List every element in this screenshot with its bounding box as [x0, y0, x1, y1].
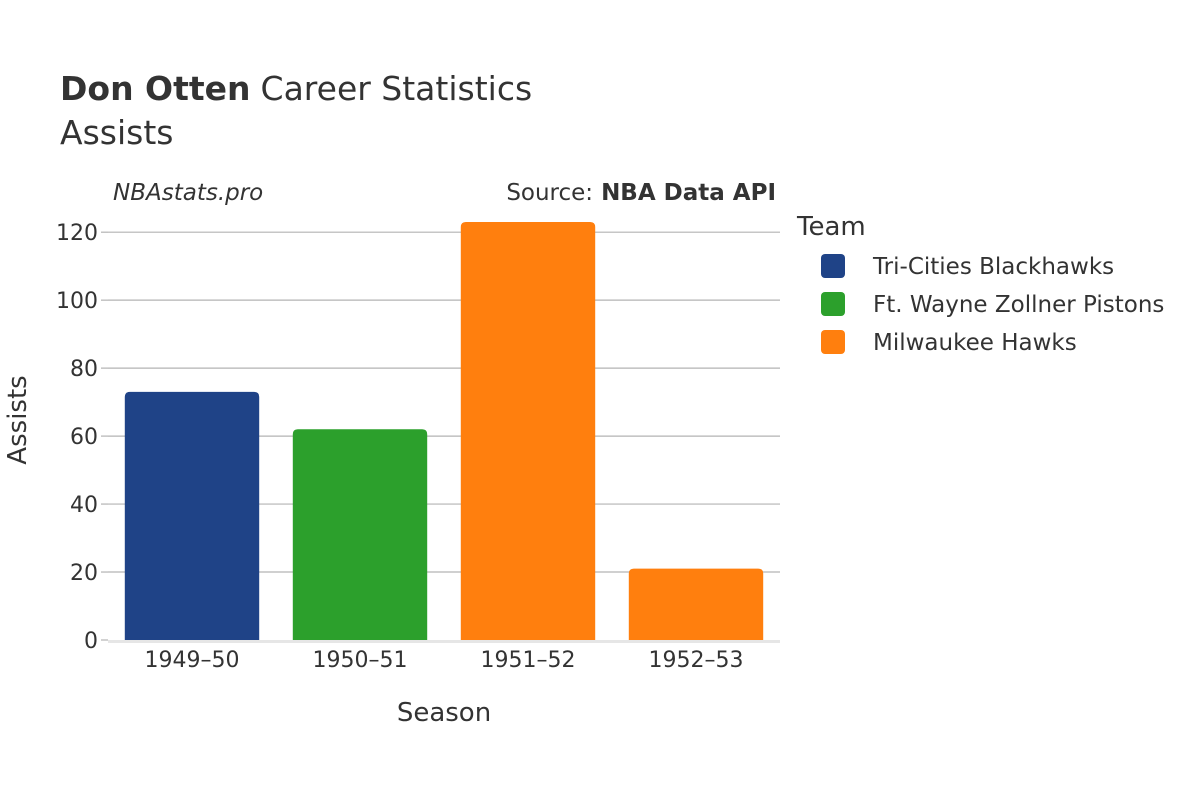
bar-1949–50[interactable]: [124, 391, 260, 640]
chart-subtitle: Assists: [60, 113, 173, 152]
y-axis-ticks: 0 20 40 60 80 100 120: [56, 221, 108, 654]
x-tick-label: 1952–53: [649, 648, 744, 673]
y-tick-label: 80: [70, 357, 98, 382]
y-axis-label: Assists: [3, 375, 33, 464]
legend-swatch[interactable]: [821, 292, 845, 316]
bar-1951–52[interactable]: [460, 221, 596, 640]
legend-label[interactable]: Tri-Cities Blackhawks: [872, 254, 1114, 280]
legend-label[interactable]: Milwaukee Hawks: [873, 330, 1077, 356]
chart-title-name: Don Otten: [60, 69, 251, 108]
bar-1952–53[interactable]: [628, 568, 764, 640]
y-tick-label: 100: [56, 289, 98, 314]
y-tick-label: 60: [70, 425, 98, 450]
legend-swatch[interactable]: [821, 254, 845, 278]
legend-label[interactable]: Ft. Wayne Zollner Pistons: [873, 292, 1164, 318]
y-tick-label: 0: [84, 629, 98, 654]
source-name: NBA Data API: [601, 180, 776, 206]
x-tick-label: 1950–51: [313, 648, 408, 673]
legend-swatch[interactable]: [821, 330, 845, 354]
source-label: Source:: [506, 180, 593, 206]
x-axis-ticks: 1949–50 1950–51 1951–52 1952–53: [145, 648, 744, 673]
watermark: NBAstats.pro: [113, 180, 263, 206]
chart-title-suffix: Career Statistics: [261, 69, 533, 108]
y-tick-label: 120: [56, 221, 98, 246]
source-credit: Source: NBA Data API: [506, 180, 776, 206]
legend: Tri-Cities Blackhawks Ft. Wayne Zollner P…: [821, 254, 1164, 356]
y-tick-label: 20: [70, 561, 98, 586]
x-tick-label: 1951–52: [481, 648, 576, 673]
x-tick-label: 1949–50: [145, 648, 240, 673]
y-tick-label: 40: [70, 493, 98, 518]
legend-title: Team: [796, 212, 866, 242]
x-axis-label: Season: [397, 698, 491, 728]
bars: [124, 221, 764, 640]
chart-title: Don Otten Career Statistics: [60, 69, 532, 108]
bar-1950–51[interactable]: [292, 429, 428, 640]
